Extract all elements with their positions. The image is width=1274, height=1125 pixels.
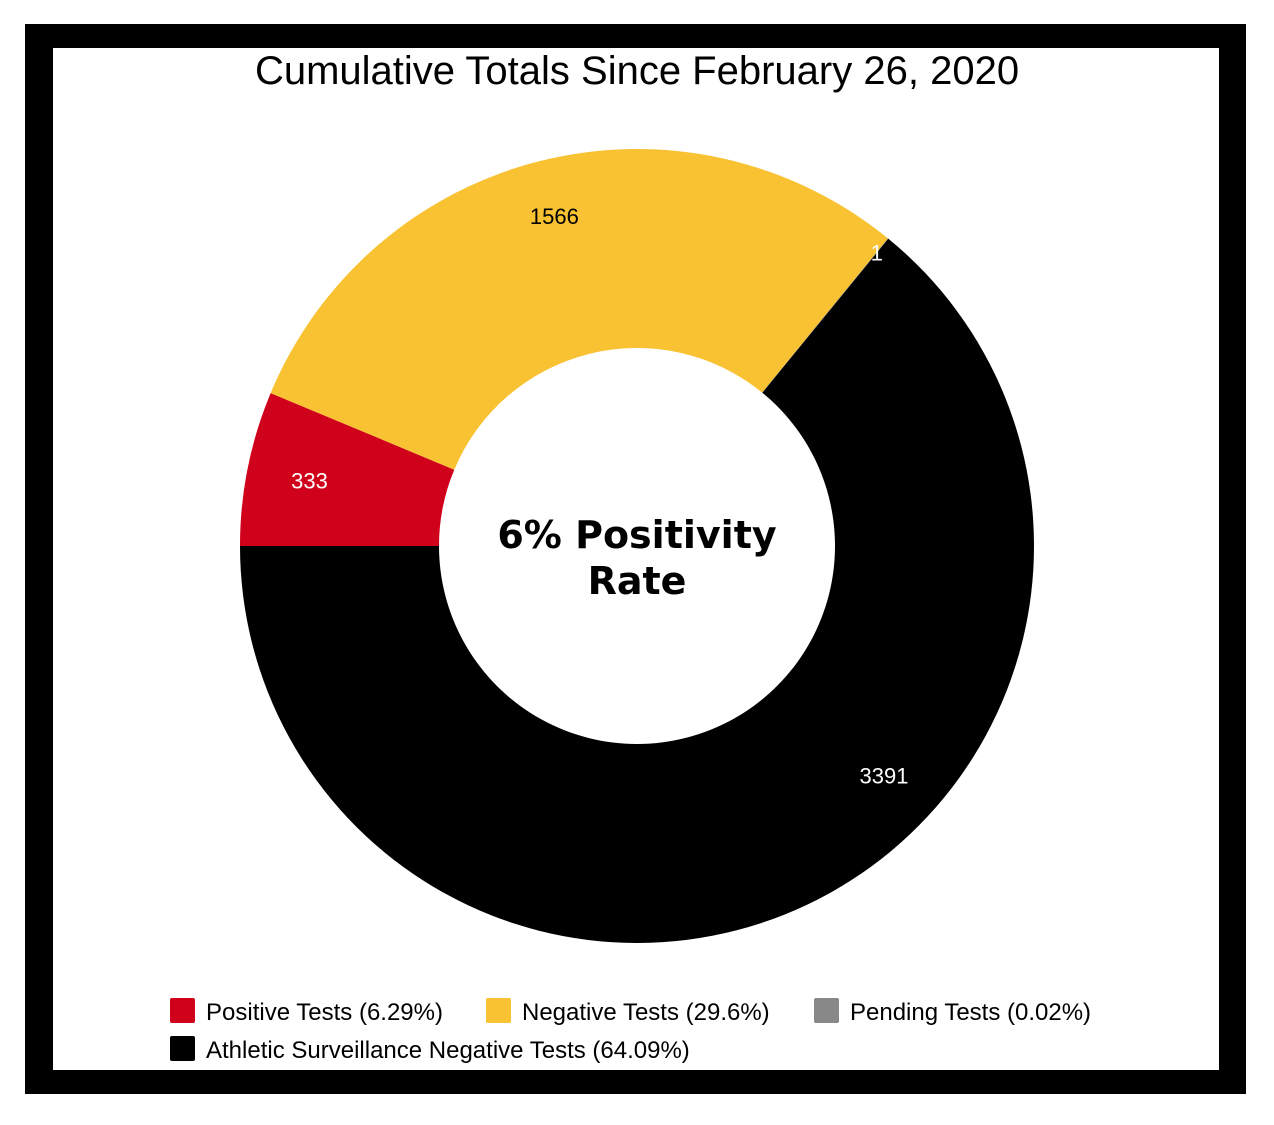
slice-labels: 333 1566 1 3391: [291, 204, 908, 788]
legend-label: Negative Tests (29.6%): [522, 999, 770, 1026]
slice-label-athletic-surveillance-negative-tests: 3391: [860, 763, 909, 788]
slice-label-negative-tests: 1566: [530, 204, 579, 229]
legend-item-pending-tests: Pending Tests (0.02%): [814, 998, 1091, 1026]
slice-label-positive-tests: 333: [291, 468, 328, 493]
legend-swatch: [486, 998, 511, 1023]
legend-item-positive-tests: Positive Tests (6.29%): [170, 998, 443, 1026]
legend-item-athletic-surveillance-negative-tests: Athletic Surveillance Negative Tests (64…: [170, 1036, 690, 1064]
chart-title: Cumulative Totals Since February 26, 202…: [255, 49, 1019, 93]
slice-negative-tests: [270, 149, 888, 470]
chart-legend: Positive Tests (6.29%) Negative Tests (29…: [170, 998, 1091, 1064]
legend-label: Pending Tests (0.02%): [850, 999, 1091, 1026]
center-label-line-2: Rate: [588, 559, 687, 603]
center-label-line-1: 6% Positivity: [497, 513, 776, 557]
slice-pending-tests: [762, 238, 889, 393]
donut-slices: [240, 149, 1034, 943]
legend-label: Athletic Surveillance Negative Tests (64…: [206, 1037, 690, 1064]
legend-label: Positive Tests (6.29%): [206, 999, 443, 1026]
legend-swatch: [170, 1036, 195, 1061]
slice-label-pending-tests: 1: [871, 240, 883, 265]
legend-item-negative-tests: Negative Tests (29.6%): [486, 998, 770, 1026]
slice-positive-tests: [240, 393, 455, 546]
legend-swatch: [170, 998, 195, 1023]
legend-swatch: [814, 998, 839, 1023]
slice-athletic-surveillance-negative-tests: [240, 238, 1034, 943]
